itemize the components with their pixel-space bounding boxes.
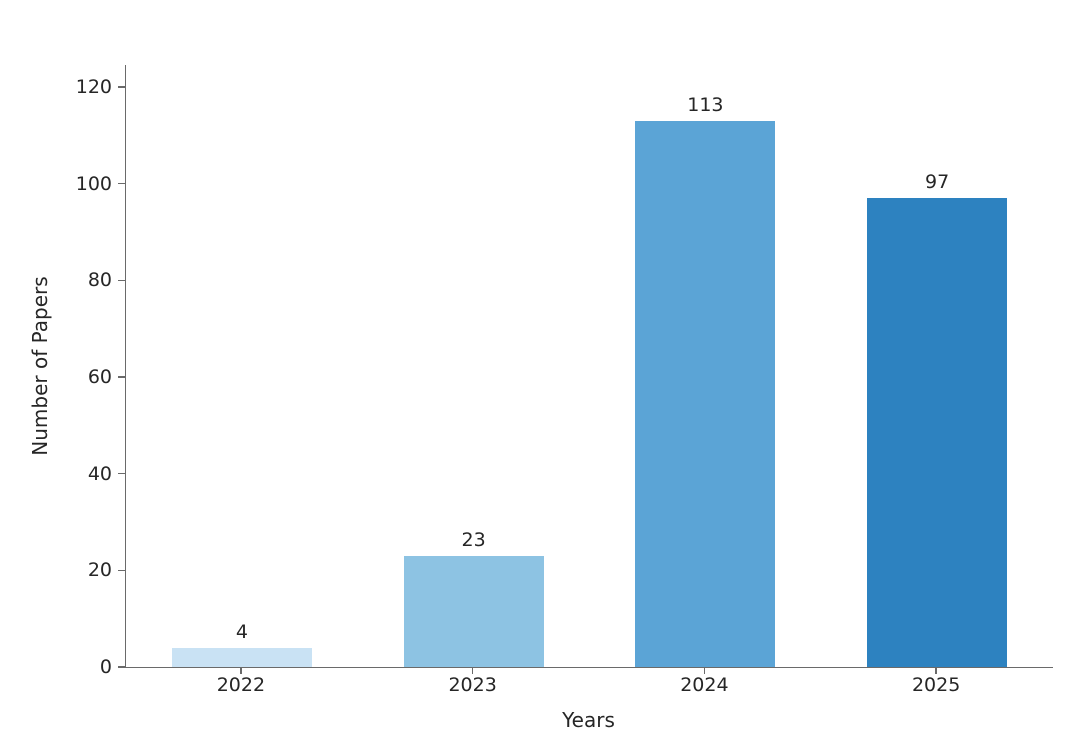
y-tick-label: 60 [87,366,112,388]
x-axis-title: Years [562,708,615,732]
x-tick-mark [240,668,242,674]
bar-value-label-2023: 23 [461,528,486,551]
y-tick-mark [118,666,125,668]
bar-value-label-2022: 4 [235,620,248,643]
x-tick-mark [935,668,937,674]
bar-value-label-2024: 113 [687,93,724,116]
x-tick-label-2024: 2024 [680,674,729,696]
x-tick-label-2025: 2025 [911,674,961,696]
bar-2024 [635,120,776,667]
y-tick-mark [118,376,125,378]
x-tick-label-2022: 2022 [216,674,266,696]
y-tick-label: 40 [87,462,112,485]
y-tick-mark [118,472,125,475]
bar-value-label-2025: 97 [925,171,950,194]
x-tick-label-2023: 2023 [448,674,497,696]
bar-2022 [171,647,312,667]
y-tick-mark [118,86,125,88]
y-tick-label: 100 [75,172,112,195]
y-tick-label: 80 [87,269,112,292]
y-tick-label: 20 [87,559,112,582]
x-tick-mark [471,668,474,674]
y-tick-mark [118,182,125,185]
y-tick-label: 0 [99,656,112,678]
x-tick-mark [703,668,706,674]
bar-2025 [867,198,1008,667]
bar-2023 [403,555,544,667]
y-tick-mark [118,279,125,282]
y-tick-label: 120 [75,76,112,98]
plot-area: 4 23 113 97 [125,65,1053,668]
y-tick-mark [118,569,125,572]
